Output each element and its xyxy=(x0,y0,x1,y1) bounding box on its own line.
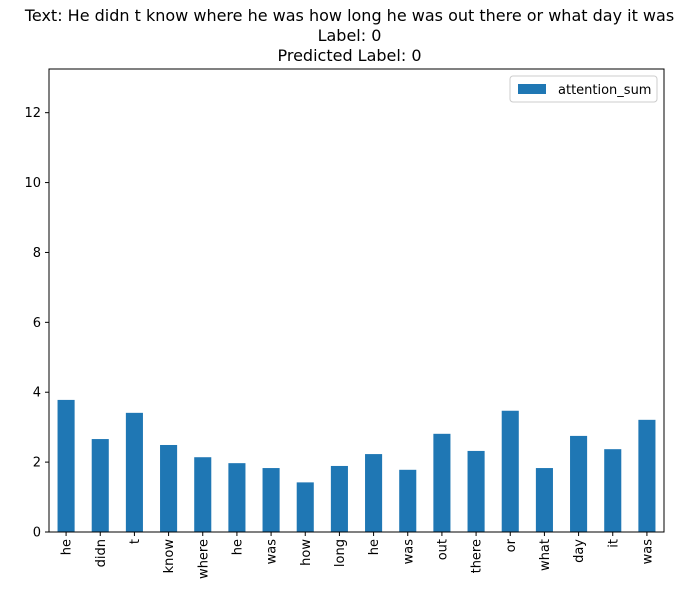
x-tick-label: was xyxy=(640,539,655,565)
x-tick-label: he xyxy=(230,539,245,555)
y-tick-label: 6 xyxy=(33,316,41,331)
bar-was-6 xyxy=(262,468,280,532)
legend-swatch xyxy=(518,84,546,94)
x-tick-label: out xyxy=(435,539,450,560)
x-tick-label: there xyxy=(470,539,485,573)
bar-he-5 xyxy=(228,463,246,532)
y-tick-label: 2 xyxy=(33,456,41,471)
bar-he-9 xyxy=(365,454,383,532)
y-axis: 0 2 4 6 8 10 12 xyxy=(24,106,49,541)
title-predicted-label: Predicted Label: 0 xyxy=(277,46,422,65)
x-tick-label: he xyxy=(367,539,382,555)
y-tick-label: 0 xyxy=(33,526,41,541)
x-tick-label: didn xyxy=(94,539,109,567)
y-tick-label: 4 xyxy=(33,386,41,401)
bar-where-4 xyxy=(194,457,212,532)
legend-label: attention_sum xyxy=(558,83,651,98)
x-tick-label: t xyxy=(128,539,143,544)
x-tick-label: day xyxy=(572,539,587,563)
title-label: Label: 0 xyxy=(317,26,382,45)
x-tick-label: how xyxy=(299,539,314,566)
bar-know-3 xyxy=(160,444,178,532)
bar-what-14 xyxy=(535,468,553,532)
bar-didn-1 xyxy=(91,439,109,532)
x-tick-label: long xyxy=(333,539,348,567)
bar-long-8 xyxy=(330,465,348,532)
x-tick-label: what xyxy=(538,539,553,571)
bar-out-11 xyxy=(433,433,451,532)
x-tick-label: was xyxy=(265,539,280,565)
legend: attention_sum xyxy=(509,75,658,103)
bar-was-10 xyxy=(399,469,417,532)
bar-there-12 xyxy=(467,450,485,532)
x-tick-label: was xyxy=(401,539,416,565)
x-tick-label: or xyxy=(504,538,519,552)
axes-frame xyxy=(48,68,665,533)
x-tick-label: know xyxy=(162,539,177,574)
bar-how-7 xyxy=(296,482,314,532)
y-tick-label: 12 xyxy=(24,106,41,121)
bar-he-0 xyxy=(57,399,75,532)
bar-was-17 xyxy=(638,419,656,532)
x-tick-label: it xyxy=(606,539,621,548)
x-tick-label: he xyxy=(60,539,75,555)
y-tick-label: 8 xyxy=(33,246,41,261)
y-tick-label: 10 xyxy=(24,176,41,191)
bar-t-2 xyxy=(125,412,143,532)
legend-frame xyxy=(509,75,658,103)
x-tick-label: where xyxy=(196,539,211,579)
bar-or-13 xyxy=(501,410,519,532)
bars-group xyxy=(57,399,656,532)
title-text: Text: He didn t know where he was how lo… xyxy=(24,6,675,25)
x-axis: he didn t know where he was how long he was out ther… xyxy=(60,532,655,579)
chart-title: Text: He didn t know where he was how lo… xyxy=(0,6,699,66)
bar-day-15 xyxy=(570,435,588,532)
bar-it-16 xyxy=(604,449,622,532)
